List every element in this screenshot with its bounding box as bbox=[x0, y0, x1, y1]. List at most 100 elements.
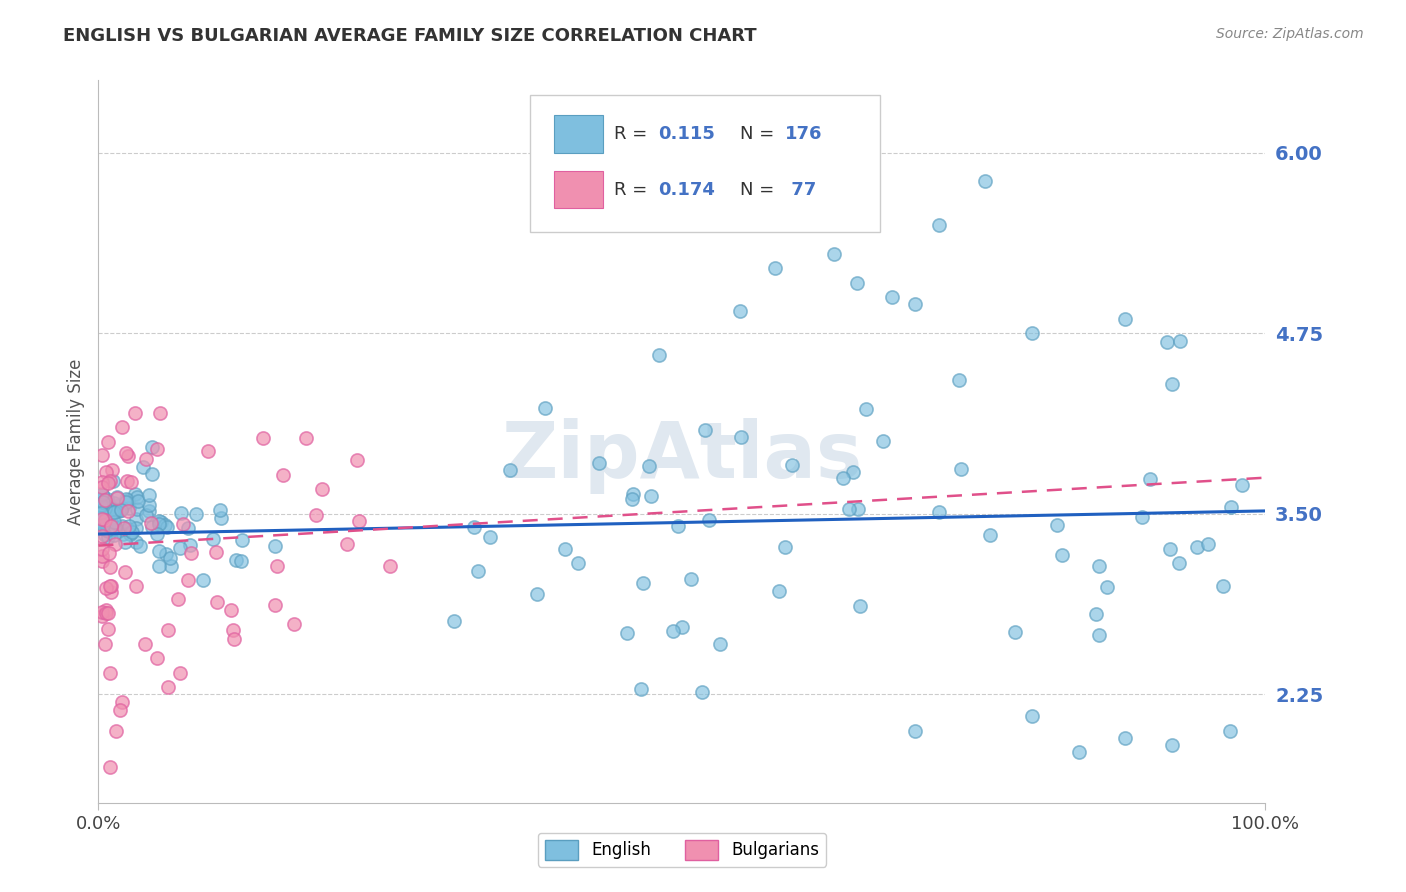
Point bbox=[105, 504, 128, 518]
Point bbox=[567, 556, 589, 570]
Point bbox=[159, 551, 181, 566]
Point bbox=[849, 599, 872, 613]
Point bbox=[224, 632, 246, 647]
Point bbox=[478, 530, 501, 544]
Point bbox=[1220, 500, 1243, 515]
Point bbox=[100, 511, 122, 525]
Point bbox=[134, 508, 156, 522]
Point bbox=[127, 493, 149, 508]
Point bbox=[179, 538, 201, 552]
Point bbox=[842, 465, 865, 479]
Point bbox=[90, 503, 112, 517]
Text: 77: 77 bbox=[785, 181, 815, 199]
Point bbox=[647, 348, 669, 362]
Point bbox=[96, 491, 118, 506]
Point bbox=[107, 504, 129, 518]
Point bbox=[104, 520, 127, 534]
Point bbox=[773, 541, 796, 555]
Point bbox=[630, 681, 652, 696]
Point bbox=[94, 465, 117, 479]
Text: ZipAtlas: ZipAtlas bbox=[502, 418, 862, 494]
Point bbox=[101, 506, 124, 520]
Point bbox=[112, 521, 135, 535]
Point bbox=[101, 463, 124, 477]
Point bbox=[336, 537, 359, 551]
Point bbox=[294, 431, 316, 445]
Point bbox=[1168, 556, 1191, 570]
Point bbox=[115, 495, 138, 509]
Point bbox=[97, 622, 120, 636]
Point bbox=[904, 723, 927, 738]
Point bbox=[1212, 579, 1234, 593]
Point bbox=[149, 406, 172, 420]
Point bbox=[120, 475, 142, 490]
Point bbox=[872, 434, 894, 448]
Point bbox=[252, 431, 274, 445]
Point bbox=[100, 579, 122, 593]
Point bbox=[94, 528, 117, 542]
Point bbox=[94, 637, 117, 651]
Point bbox=[1046, 517, 1069, 532]
Point bbox=[160, 558, 183, 573]
Point bbox=[93, 502, 115, 516]
FancyBboxPatch shape bbox=[530, 95, 880, 232]
Point bbox=[101, 502, 124, 516]
Point bbox=[157, 623, 180, 637]
Text: R =: R = bbox=[614, 181, 654, 199]
Point bbox=[621, 487, 644, 501]
Point bbox=[283, 617, 305, 632]
Point bbox=[97, 606, 120, 620]
Point bbox=[134, 637, 156, 651]
Point bbox=[100, 500, 122, 515]
Point bbox=[94, 513, 117, 527]
Point bbox=[846, 276, 869, 290]
Point bbox=[96, 498, 118, 512]
Point bbox=[103, 505, 125, 519]
Point bbox=[1067, 745, 1090, 759]
Point bbox=[90, 503, 112, 517]
Point bbox=[467, 564, 489, 578]
Point bbox=[90, 502, 112, 516]
Point bbox=[191, 573, 214, 587]
Y-axis label: Average Family Size: Average Family Size bbox=[66, 359, 84, 524]
Text: 0.115: 0.115 bbox=[658, 125, 716, 143]
Point bbox=[117, 504, 139, 518]
Point bbox=[91, 512, 114, 526]
Point bbox=[148, 558, 170, 573]
Point bbox=[838, 501, 860, 516]
Point bbox=[98, 665, 121, 680]
Point bbox=[156, 520, 179, 534]
Point bbox=[104, 537, 127, 551]
Point bbox=[443, 614, 465, 628]
Text: 0.174: 0.174 bbox=[658, 181, 716, 199]
Point bbox=[1161, 738, 1184, 752]
Point bbox=[90, 448, 112, 462]
Point bbox=[855, 402, 877, 417]
Point bbox=[135, 451, 157, 466]
Point bbox=[90, 521, 112, 535]
Point bbox=[264, 599, 287, 613]
Point bbox=[132, 459, 155, 474]
Point bbox=[96, 523, 118, 537]
Point bbox=[1004, 624, 1026, 639]
Point bbox=[1185, 541, 1208, 555]
Point bbox=[690, 685, 713, 699]
Point bbox=[180, 546, 202, 560]
Point bbox=[117, 475, 139, 489]
Point bbox=[93, 495, 115, 509]
Point bbox=[616, 626, 638, 640]
Point bbox=[114, 565, 136, 579]
Point bbox=[125, 501, 148, 516]
FancyBboxPatch shape bbox=[554, 170, 603, 208]
Point bbox=[97, 434, 120, 449]
Point bbox=[90, 511, 112, 525]
Point bbox=[311, 482, 333, 496]
Point bbox=[1114, 311, 1136, 326]
Point bbox=[155, 547, 177, 561]
Point bbox=[98, 474, 121, 488]
Point bbox=[124, 486, 146, 500]
Point bbox=[101, 475, 124, 489]
Point bbox=[1156, 335, 1178, 350]
Point bbox=[201, 532, 224, 546]
Point bbox=[125, 490, 148, 504]
